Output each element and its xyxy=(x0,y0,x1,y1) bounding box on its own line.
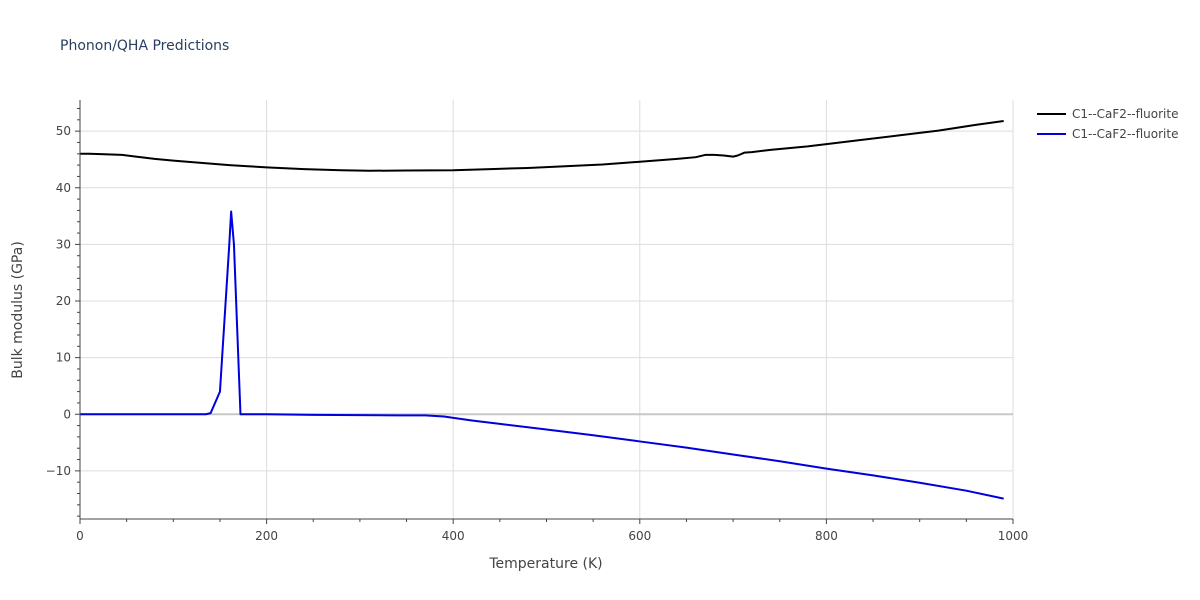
x-axis-title: Temperature (K) xyxy=(488,556,602,572)
series-line-2[interactable] xyxy=(80,210,1004,500)
x-tick-label: 1000 xyxy=(998,529,1029,543)
x-tick-label: 400 xyxy=(442,529,465,543)
legend[interactable]: C1--CaF2--fluorite C1--CaF2--fluorite xyxy=(1037,107,1178,141)
series-line-1[interactable] xyxy=(80,119,1004,172)
axes: 0 200 400 600 800 1000 −10 0 10 20 30 40 50 xyxy=(46,100,1029,543)
y-axis-title: Bulk modulus (GPa) xyxy=(10,241,26,379)
chart-title: Phonon/QHA Predictions xyxy=(60,38,229,54)
y-tick-label: 0 xyxy=(63,407,71,421)
series-layer xyxy=(80,119,1004,500)
y-tick-label: 50 xyxy=(56,124,71,138)
y-tick-label: 20 xyxy=(56,294,71,308)
y-tick-label: 10 xyxy=(56,351,71,365)
y-tick-label: −10 xyxy=(46,464,71,478)
grid-lines xyxy=(80,100,1014,519)
legend-label: C1--CaF2--fluorite xyxy=(1072,107,1178,121)
legend-label: C1--CaF2--fluorite xyxy=(1072,127,1178,141)
x-tick-label: 200 xyxy=(255,529,278,543)
x-tick-label: 800 xyxy=(815,529,838,543)
x-tick-label: 0 xyxy=(76,529,84,543)
legend-item-1[interactable]: C1--CaF2--fluorite xyxy=(1037,107,1178,121)
x-tick-label: 600 xyxy=(628,529,651,543)
y-tick-label: 30 xyxy=(56,237,71,251)
y-tick-label: 40 xyxy=(56,181,71,195)
legend-item-2[interactable]: C1--CaF2--fluorite xyxy=(1037,127,1178,141)
